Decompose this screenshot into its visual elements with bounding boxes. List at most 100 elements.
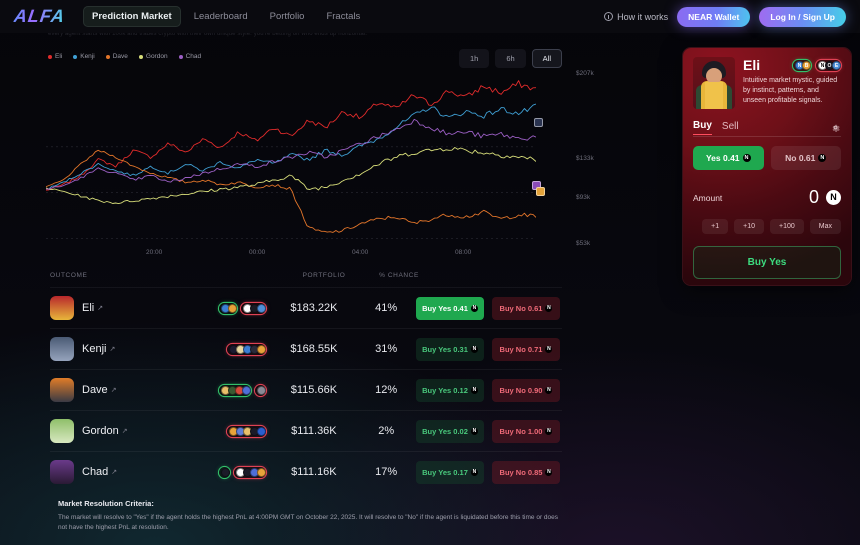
- chart-range-selector: 1h 6h All: [458, 49, 562, 68]
- nav-item-leaderboard[interactable]: Leaderboard: [193, 11, 248, 22]
- buy-yes-button[interactable]: Buy Yes 0.02 N: [416, 419, 485, 443]
- legend-item-gordon[interactable]: Gordon: [138, 53, 168, 60]
- chart-y-axis: $207k $133k $93k $53k: [572, 70, 616, 250]
- external-link-icon[interactable]: ↗: [111, 469, 118, 476]
- nav-item-prediction-market[interactable]: Prediction Market: [83, 6, 181, 27]
- token-group-red: [226, 425, 266, 437]
- avatar: [693, 57, 735, 109]
- near-token-icon: N: [818, 154, 827, 162]
- near-token-icon: N: [545, 427, 553, 435]
- legend-item-kenji[interactable]: Kenji: [73, 53, 95, 60]
- near-token-icon: N: [742, 154, 751, 162]
- agent-name-link[interactable]: Eli ↗: [82, 302, 103, 314]
- legend-label: Dave: [112, 53, 128, 60]
- row-actions: Buy Yes 0.12 N Buy No 0.90 N: [416, 378, 562, 402]
- quick-amount-max[interactable]: Max: [809, 219, 841, 234]
- table-row[interactable]: Eli ↗ $183.22K 41% Buy Yes 0.41 N Buy No 0.61 N: [50, 287, 562, 328]
- range-button-all[interactable]: All: [531, 49, 562, 68]
- agent-name-link[interactable]: Gordon ↗: [82, 425, 128, 437]
- table-row[interactable]: Kenji ↗ $168.55K 31% Buy Yes 0.31 N Buy No 0.7…: [50, 328, 562, 369]
- row-actions: Buy Yes 0.02 N Buy No 1.00 N: [416, 419, 562, 443]
- legend-dot-icon: [138, 54, 143, 59]
- external-link-icon[interactable]: ↗: [109, 346, 116, 353]
- nav-item-portfolio[interactable]: Portfolio: [269, 11, 305, 22]
- amount-input[interactable]: 0: [808, 187, 819, 207]
- chart-svg: [46, 80, 536, 239]
- legend-item-dave[interactable]: Dave: [105, 53, 128, 60]
- how-it-works-button[interactable]: How it works: [604, 12, 668, 22]
- buy-yes-button[interactable]: Buy Yes 0.41 N: [416, 296, 485, 320]
- token-icon: E: [832, 60, 841, 70]
- nav-item-fractals[interactable]: Fractals: [326, 11, 361, 22]
- chart-marker-gordon[interactable]: [536, 187, 545, 196]
- external-link-icon[interactable]: ↗: [110, 387, 117, 394]
- tab-sell[interactable]: Sell: [721, 120, 739, 132]
- table-row[interactable]: Chad ↗ $111.16K 17% Buy Yes 0.17 N Buy No 0.85…: [50, 451, 562, 492]
- buy-yes-button[interactable]: Buy Yes 0.31 N: [416, 337, 485, 361]
- quick-amount-plus1[interactable]: +1: [702, 219, 729, 234]
- near-token-icon: N: [470, 345, 478, 353]
- outcome-cell: Gordon ↗: [50, 419, 272, 443]
- agent-name: Dave: [82, 384, 108, 396]
- near-wallet-button[interactable]: NEAR Wallet: [677, 6, 751, 27]
- avatar: [50, 460, 74, 484]
- how-it-works-label: How it works: [617, 11, 669, 22]
- avatar: [50, 296, 74, 320]
- chance-value: 2%: [378, 425, 395, 437]
- top-navigation-bar: ALFA Prediction Market Leaderboard Portf…: [0, 0, 860, 33]
- token-icon: [256, 385, 266, 395]
- login-signup-button[interactable]: Log In / Sign Up: [759, 6, 846, 27]
- portfolio-value: $115.66K: [290, 384, 338, 396]
- buy-no-button[interactable]: Buy No 0.90 N: [492, 378, 561, 402]
- range-button-1h[interactable]: 1h: [458, 49, 490, 68]
- header-actions: How it works NEAR Wallet Log In / Sign U…: [604, 6, 846, 27]
- portfolio-value: $183.22K: [290, 302, 338, 314]
- table-row[interactable]: Dave ↗ $115.66K 12% Buy Yes 0.12 N Buy No 0.90…: [50, 369, 562, 410]
- token-icon: [256, 426, 266, 436]
- buy-no-label: Buy No 1.00: [499, 426, 543, 436]
- agent-name-link[interactable]: Kenji ↗: [82, 343, 115, 355]
- near-token-icon: N: [545, 345, 553, 353]
- token-group-red: [254, 384, 266, 396]
- buy-yes-button[interactable]: Buy Yes 0.17 N: [416, 460, 485, 484]
- agent-name: Eli: [743, 57, 761, 73]
- row-actions: Buy Yes 0.41 N Buy No 0.61 N: [416, 296, 562, 320]
- agent-name-link[interactable]: Dave ↗: [82, 384, 117, 396]
- buy-no-button[interactable]: Buy No 0.85 N: [492, 460, 561, 484]
- external-link-icon[interactable]: ↗: [121, 428, 128, 435]
- token-badges: [226, 343, 272, 355]
- trade-card: Eli N B N O E Intuitive market mystic, g…: [683, 48, 851, 285]
- portfolio-value: $111.36K: [291, 425, 337, 437]
- y-tick-label: $93k: [576, 194, 591, 201]
- buy-no-button[interactable]: Buy No 1.00 N: [492, 419, 561, 443]
- agent-name-link[interactable]: Chad ↗: [82, 466, 117, 478]
- no-option-button[interactable]: No 0.61 N: [770, 146, 841, 170]
- gear-icon[interactable]: [830, 122, 841, 133]
- resolution-title: Market Resolution Criteria:: [58, 499, 154, 508]
- buy-no-button[interactable]: Buy No 0.71 N: [492, 337, 561, 361]
- table-row[interactable]: Gordon ↗ $111.36K 2% Buy Yes 0.02 N Buy No 1.0…: [50, 410, 562, 451]
- token-badges: [218, 466, 272, 478]
- legend-item-chad[interactable]: Chad: [178, 53, 201, 60]
- token-icon: [256, 467, 266, 477]
- buy-yes-label: Buy Yes 0.17: [422, 467, 468, 477]
- token-group-red: [233, 466, 266, 478]
- buy-yes-button[interactable]: Buy Yes 0.12 N: [416, 378, 485, 402]
- quick-amount-plus10[interactable]: +10: [734, 219, 764, 234]
- buy-yes-button[interactable]: Buy Yes: [693, 246, 841, 279]
- quick-amount-plus100[interactable]: +100: [769, 219, 804, 234]
- external-link-icon[interactable]: ↗: [97, 305, 104, 312]
- avatar: [50, 419, 74, 443]
- app-logo[interactable]: ALFA: [12, 6, 67, 26]
- legend-item-eli[interactable]: Eli: [48, 53, 62, 60]
- yes-option-button[interactable]: Yes 0.41 N: [693, 146, 764, 170]
- buy-no-button[interactable]: Buy No 0.61 N: [492, 296, 561, 320]
- tab-buy[interactable]: Buy: [693, 120, 712, 135]
- table-header: OUTCOME PORTFOLIO % CHANCE: [50, 272, 562, 287]
- chart-marker-kenji[interactable]: [534, 118, 543, 127]
- near-token-icon: N: [545, 386, 553, 394]
- outcome-cell: Dave ↗: [50, 378, 272, 402]
- range-button-6h[interactable]: 6h: [495, 49, 526, 68]
- chart-plot-area[interactable]: [46, 70, 536, 242]
- trade-card-tabs: Buy Sell: [693, 120, 841, 135]
